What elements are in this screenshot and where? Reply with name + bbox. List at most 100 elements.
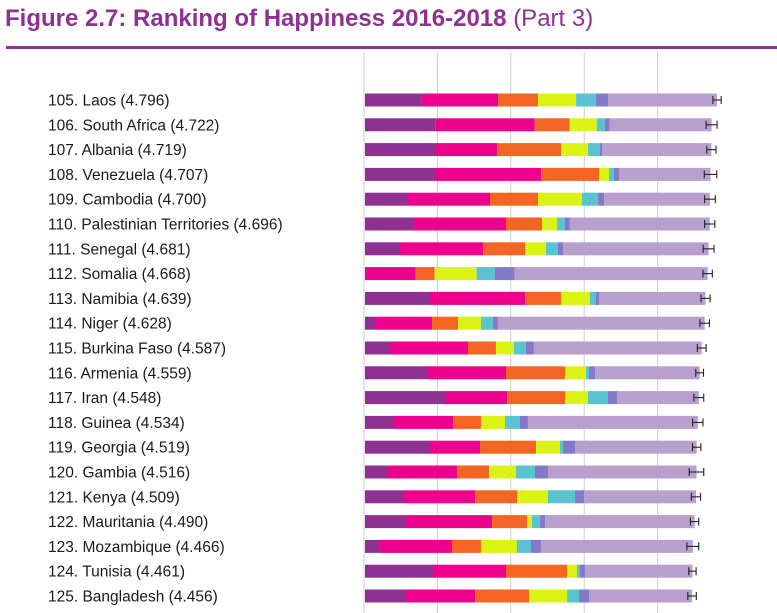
bar-segment	[538, 192, 583, 206]
bar-segment	[533, 341, 702, 355]
bar-segment	[575, 440, 697, 454]
bar-segment	[589, 291, 596, 305]
figure-title: Figure 2.7: Ranking of Happiness 2016-20…	[5, 4, 593, 34]
bar-segment	[365, 589, 407, 603]
figure-title-part: (Part 3)	[513, 5, 594, 32]
bar-segment	[530, 539, 541, 553]
bar-segment	[600, 143, 603, 157]
bar-segment	[525, 291, 561, 305]
bar-segment	[547, 490, 575, 504]
happiness-ranking-chart: 105. Laos (4.796) 106. South Africa (4.72…	[0, 52, 777, 613]
bar-segment	[586, 366, 590, 380]
bar-segment	[532, 515, 541, 529]
bar-segment	[389, 341, 468, 355]
bar-segment	[365, 465, 388, 479]
bar-segment	[596, 118, 605, 132]
bar-segment	[421, 93, 499, 107]
bar-segment	[393, 415, 453, 429]
bar-segment	[490, 192, 538, 206]
bar-segment	[599, 167, 609, 181]
bar-segment	[498, 93, 539, 107]
bar-segment	[365, 341, 389, 355]
bar-segment	[365, 143, 436, 157]
bar-segment	[432, 316, 458, 330]
bar-segment	[435, 118, 535, 132]
chart-canvas: 105. Laos (4.796) 106. South Africa (4.72…	[48, 52, 722, 613]
figure-title-main: Figure 2.7: Ranking of Happiness 2016-20…	[5, 5, 507, 32]
bar-segment	[599, 291, 706, 305]
bar-segment	[536, 440, 561, 454]
bar-segment	[365, 118, 436, 132]
country-label: 119. Georgia (4.519)	[48, 440, 190, 457]
bar-segment	[492, 316, 498, 330]
title-divider	[6, 46, 777, 49]
bar-segment	[564, 217, 570, 231]
bar-segment	[589, 366, 596, 380]
country-label: 123. Mozambique (4.466)	[48, 539, 225, 556]
bar-segment	[529, 589, 568, 603]
bar-segment	[413, 217, 506, 231]
bar-segment	[579, 564, 585, 578]
bar-segment	[613, 167, 619, 181]
bar-segment	[365, 539, 380, 553]
country-label: 113. Namibia (4.639)	[48, 291, 192, 308]
country-label: 117. Iran (4.548)	[48, 390, 161, 407]
bar-segment	[579, 589, 590, 603]
bar-segment	[427, 366, 506, 380]
bar-segment	[480, 316, 493, 330]
bar-segment	[525, 242, 546, 256]
bar-segment	[565, 366, 586, 380]
bar-segment	[604, 118, 610, 132]
bar-segment	[476, 267, 495, 281]
bar-segment	[435, 167, 542, 181]
bar-segment	[608, 93, 718, 107]
bar-segment	[456, 465, 489, 479]
bar-segment	[475, 589, 530, 603]
bar-segment	[451, 539, 481, 553]
bar-segment	[494, 267, 515, 281]
bar-segment	[514, 267, 708, 281]
bar-segment	[563, 440, 575, 454]
bar-segment	[483, 242, 526, 256]
bar-segment	[546, 242, 558, 256]
bar-segment	[475, 490, 518, 504]
bar-segment	[495, 341, 514, 355]
bar-segment	[547, 465, 697, 479]
bar-segment	[365, 192, 407, 206]
bar-segment	[607, 391, 617, 405]
country-label: 115. Burkina Faso (4.587)	[48, 341, 226, 358]
bar-segment	[545, 515, 695, 529]
country-label: 110. Palestinian Territories (4.696)	[48, 217, 283, 234]
bar-segment	[616, 391, 699, 405]
bar-segment	[541, 217, 557, 231]
country-label: 120. Gambia (4.516)	[48, 465, 190, 482]
bar-segment	[575, 490, 585, 504]
country-label: 111. Senegal (4.681)	[48, 241, 190, 258]
bar-segment	[379, 539, 452, 553]
bar-segment	[604, 192, 710, 206]
bar-segment	[534, 118, 570, 132]
bar-segment	[429, 291, 526, 305]
bar-segment	[618, 167, 711, 181]
bar-segment	[365, 415, 394, 429]
bar-segment	[596, 93, 609, 107]
bar-segment	[406, 589, 476, 603]
bar-segment	[365, 217, 413, 231]
bar-segment	[492, 515, 528, 529]
bar-segment	[365, 316, 375, 330]
bar-segment	[513, 341, 526, 355]
bar-segment	[506, 217, 542, 231]
bar-segment	[540, 539, 693, 553]
bar-segment	[561, 143, 589, 157]
bar-segment	[365, 291, 429, 305]
bar-segment	[480, 539, 517, 553]
bar-segment	[602, 143, 712, 157]
bar-segment	[387, 465, 457, 479]
bar-segment	[400, 242, 484, 256]
bar-segment	[525, 341, 534, 355]
bar-segment	[480, 415, 505, 429]
bar-segment	[587, 391, 608, 405]
bar-segment	[365, 391, 446, 405]
country-label: 109. Cambodia (4.700)	[48, 192, 207, 209]
bar-segment	[582, 192, 599, 206]
